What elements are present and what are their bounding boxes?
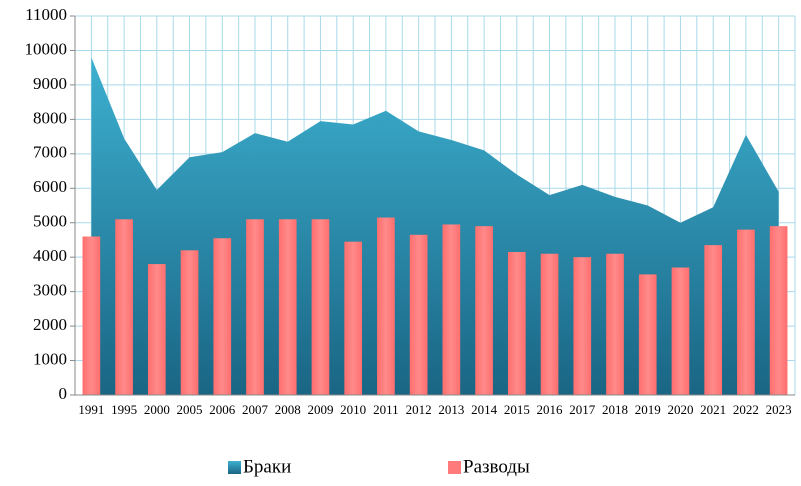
bar: [638, 274, 657, 395]
bar: [507, 252, 526, 395]
x-tick-label: 1995: [111, 402, 137, 417]
x-tick-label: 2014: [471, 402, 498, 417]
legend-label: Браки: [243, 456, 291, 477]
bar: [147, 264, 166, 395]
bar: [213, 238, 232, 395]
bar: [311, 219, 330, 395]
y-tick-label: 6000: [33, 177, 67, 196]
bar: [377, 217, 395, 395]
y-tick-label: 10000: [25, 39, 68, 58]
bar: [180, 250, 199, 395]
x-tick-label: 2012: [406, 402, 432, 417]
bar: [573, 257, 592, 395]
x-tick-label: 2013: [438, 402, 464, 417]
y-tick-label: 8000: [33, 108, 67, 127]
bar: [442, 224, 461, 395]
y-tick-label: 5000: [33, 212, 67, 231]
x-tick-label: 2007: [242, 402, 269, 417]
x-tick-label: 1991: [78, 402, 104, 417]
x-tick-label: 2005: [177, 402, 203, 417]
x-tick-label: 2022: [733, 402, 759, 417]
bar: [606, 253, 624, 395]
y-tick-label: 11000: [25, 5, 67, 24]
bar: [540, 253, 559, 395]
y-tick-label: 2000: [33, 315, 67, 334]
x-tick-label: 2016: [537, 402, 564, 417]
y-tick-label: 4000: [33, 246, 67, 265]
y-tick-label: 9000: [33, 74, 67, 93]
x-tick-label: 2009: [307, 402, 333, 417]
x-tick-label: 2006: [209, 402, 236, 417]
x-tick-label: 2000: [144, 402, 170, 417]
bar: [671, 267, 690, 395]
bar: [475, 226, 493, 395]
y-tick-label: 1000: [33, 349, 67, 368]
bar: [704, 245, 723, 395]
bar: [278, 219, 297, 395]
x-tick-label: 2008: [275, 402, 301, 417]
bar: [115, 219, 133, 395]
bar: [82, 236, 101, 395]
x-tick-label: 2021: [700, 402, 726, 417]
bar: [344, 241, 363, 395]
x-tick-label: 2023: [766, 402, 792, 417]
x-tick-label: 2010: [340, 402, 366, 417]
y-tick-label: 3000: [33, 281, 67, 300]
x-tick-label: 2018: [602, 402, 628, 417]
bar: [409, 234, 428, 395]
bar: [246, 219, 264, 395]
y-tick-label: 0: [59, 384, 68, 403]
x-tick-label: 2019: [635, 402, 661, 417]
legend-swatch: [448, 461, 461, 474]
legend-swatch: [228, 461, 241, 474]
x-tick-label: 2017: [569, 402, 596, 417]
x-tick-label: 2015: [504, 402, 530, 417]
bar: [769, 226, 788, 395]
y-tick-label: 7000: [33, 143, 67, 162]
legend-label: Разводы: [463, 456, 530, 477]
x-tick-label: 2020: [667, 402, 693, 417]
x-tick-label: 2011: [373, 402, 399, 417]
bar: [737, 229, 755, 395]
